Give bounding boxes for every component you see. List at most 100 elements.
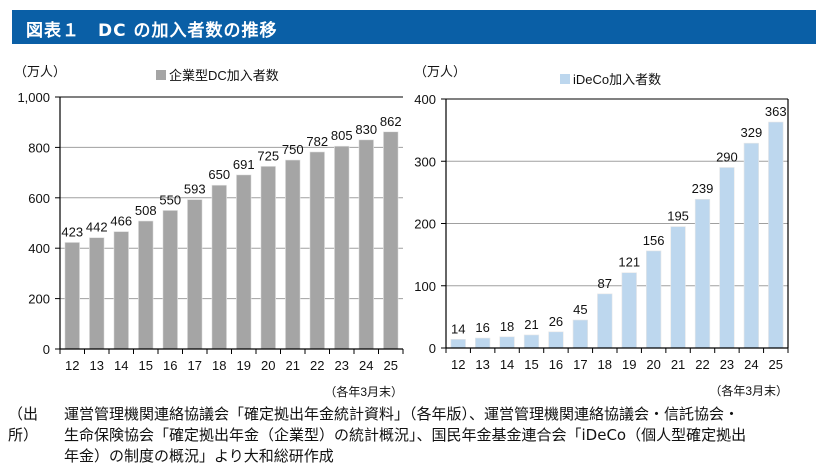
y-tick-label: 1,000: [17, 90, 50, 105]
data-label: 805: [331, 128, 353, 143]
data-label: 363: [765, 104, 787, 119]
legend-label: 企業型DC加入者数: [169, 68, 279, 83]
data-label: 862: [380, 114, 402, 129]
x-tick-label: 12: [451, 357, 465, 372]
x-tick-label: 13: [475, 357, 489, 372]
x-axis-note: （各年3月末）: [709, 383, 788, 398]
legend-label: iDeCo加入者数: [573, 72, 661, 87]
source-line: 生命保険協会「確定拠出年金（企業型）の統計概況」、国民年金基金連合会「iDeCo…: [64, 426, 747, 444]
figure-title: 図表１ DC の加入者数の推移: [26, 21, 278, 41]
y-tick-label: 300: [414, 154, 436, 169]
data-label: 508: [135, 203, 157, 218]
x-tick-label: 15: [139, 358, 153, 373]
bar: [621, 272, 637, 349]
bar: [383, 131, 399, 350]
source-line: 年金）の制度の概況」より大和総研作成: [64, 447, 334, 465]
x-axis-note: （各年3月末）: [324, 384, 403, 399]
x-tick-label: 22: [310, 358, 324, 373]
x-tick-label: 12: [65, 358, 79, 373]
x-tick-label: 20: [646, 357, 660, 372]
bar: [499, 336, 515, 349]
x-tick-label: 23: [720, 357, 734, 372]
bar: [670, 226, 686, 349]
bar: [309, 151, 325, 350]
data-label: 121: [618, 255, 640, 270]
bar: [548, 331, 564, 349]
legend-swatch: [560, 74, 570, 84]
x-tick-label: 22: [695, 357, 709, 372]
x-tick-label: 18: [212, 358, 226, 373]
x-tick-label: 14: [114, 358, 128, 373]
bar: [113, 231, 129, 350]
x-tick-label: 15: [524, 357, 538, 372]
x-tick-label: 23: [335, 358, 349, 373]
data-label: 442: [86, 220, 108, 235]
data-label: 782: [306, 134, 328, 149]
data-label: 87: [598, 276, 612, 291]
data-label: 16: [475, 320, 489, 335]
y-tick-label: 400: [28, 241, 50, 256]
x-tick-label: 17: [573, 357, 587, 372]
bar: [719, 167, 735, 349]
x-tick-label: 20: [261, 358, 275, 373]
data-label: 725: [257, 148, 279, 163]
x-tick-label: 24: [744, 357, 758, 372]
y-tick-label: 400: [414, 92, 436, 107]
data-label: 14: [451, 321, 465, 336]
data-label: 650: [208, 167, 230, 182]
bar: [523, 334, 540, 349]
x-tick-label: 19: [237, 358, 251, 373]
legend-swatch: [156, 70, 166, 80]
x-tick-label: 21: [671, 357, 685, 372]
bar: [64, 242, 80, 350]
data-label: 329: [741, 125, 763, 140]
data-label: 691: [233, 157, 255, 172]
x-tick-label: 14: [500, 357, 514, 372]
bar: [450, 338, 466, 349]
x-tick-label: 16: [163, 358, 177, 373]
source-label: （出所）: [8, 405, 39, 444]
data-label: 239: [692, 181, 714, 196]
data-label: 45: [573, 302, 587, 317]
figure-header: 図表１ DC の加入者数の推移: [12, 10, 816, 44]
x-tick-label: 19: [622, 357, 636, 372]
bar: [743, 142, 759, 349]
data-label: 830: [355, 122, 377, 137]
data-label: 18: [500, 319, 514, 334]
bar: [211, 184, 227, 350]
y-tick-label: 200: [414, 217, 436, 232]
y-tick-label: 0: [429, 341, 436, 356]
bar: [285, 159, 301, 350]
y-tick-label: 600: [28, 191, 50, 206]
y-tick-label: 200: [28, 292, 50, 307]
bar: [236, 174, 252, 350]
y-tick-label: 800: [28, 140, 50, 155]
data-label: 156: [643, 233, 665, 248]
bar: [768, 121, 784, 349]
x-tick-label: 13: [90, 358, 104, 373]
x-tick-label: 18: [598, 357, 612, 372]
x-tick-label: 21: [286, 358, 300, 373]
y-axis-unit: （万人）: [414, 64, 466, 79]
bar: [597, 293, 613, 349]
x-tick-label: 25: [384, 358, 398, 373]
bar: [260, 166, 276, 350]
bar: [162, 210, 178, 350]
y-tick-label: 0: [43, 342, 50, 357]
bar: [187, 199, 203, 350]
data-label: 466: [110, 214, 132, 229]
data-label: 290: [716, 149, 738, 164]
data-label: 195: [667, 209, 689, 224]
data-label: 550: [159, 192, 181, 207]
data-label: 26: [549, 314, 563, 329]
y-tick-label: 100: [414, 279, 436, 294]
data-label: 21: [524, 317, 538, 332]
chart-corporate-dc: 0 200 400 600 800 1,000 423 12 442 13 466 14 508 15 55…: [14, 64, 404, 399]
bar: [334, 145, 350, 350]
data-label: 593: [184, 182, 206, 197]
bar: [89, 237, 105, 350]
source-line: 運営管理機関連絡協議会「確定拠出年金統計資料」（各年版）、運営管理機関連絡協議会…: [64, 405, 740, 423]
chart-ideco: 0 100 200 300 400 14 12 16 13 18 14 21 15 26 16 45 17 87 1…: [414, 64, 789, 398]
bar: [358, 139, 374, 350]
x-tick-label: 17: [188, 358, 202, 373]
